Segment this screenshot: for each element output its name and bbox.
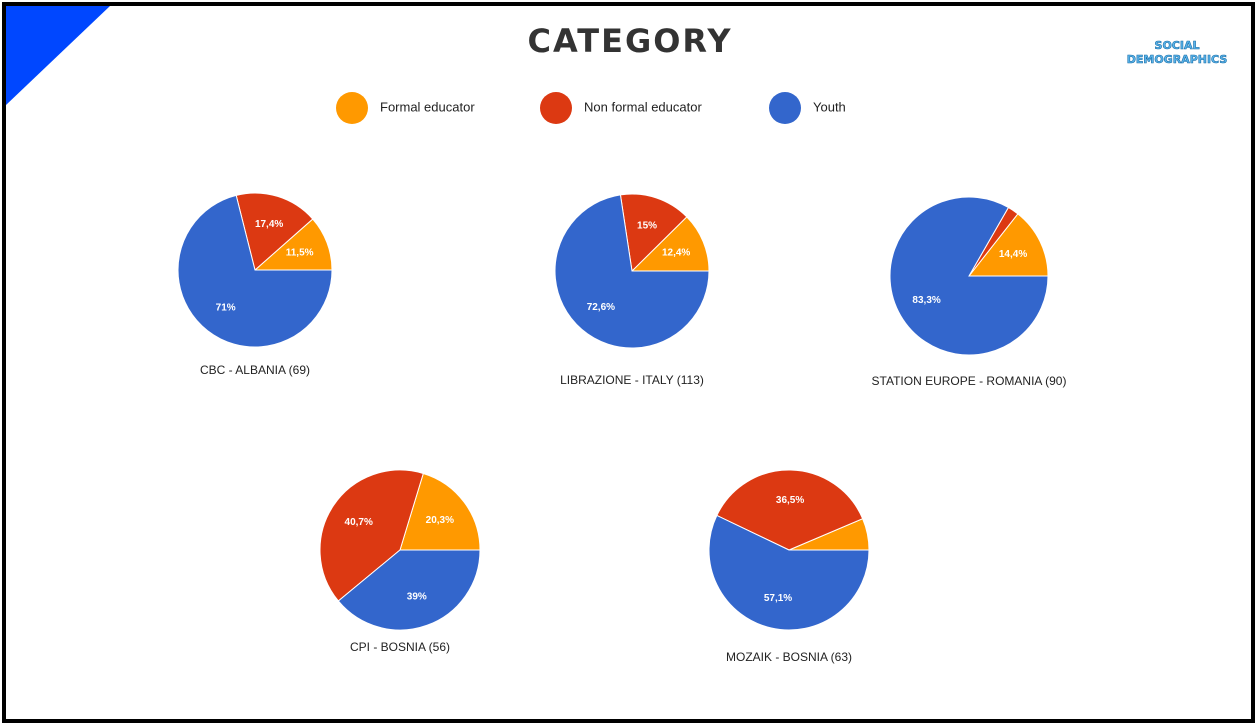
corner-triangle — [6, 6, 110, 105]
value-label: 12,4% — [662, 248, 690, 259]
pie-slice — [554, 194, 710, 349]
pie-slice — [337, 549, 481, 631]
pie-slice — [235, 192, 314, 271]
value-label: 72,6% — [587, 302, 615, 313]
value-label: 17,4% — [255, 219, 283, 230]
legend-label: Non formal educator — [584, 99, 702, 114]
legend-swatch — [769, 92, 801, 124]
pie-slice — [716, 469, 864, 551]
pie-caption: LIBRAZIONE - ITALY (113) — [560, 373, 704, 387]
value-label: 57,1% — [764, 593, 792, 604]
legend-label: Formal educator — [380, 99, 475, 114]
pie-slice — [177, 194, 333, 348]
value-label: 15% — [637, 220, 657, 231]
value-label: 39% — [407, 591, 427, 602]
pie-caption: STATION EUROPE - ROMANIA (90) — [872, 374, 1067, 388]
legend-label: Youth — [813, 99, 846, 114]
slide-title: CATEGORY — [528, 22, 733, 60]
value-label: 40,7% — [345, 517, 373, 528]
value-label: 36,5% — [776, 495, 804, 506]
value-label: 71% — [216, 302, 236, 313]
logo-line: SOCIAL — [1155, 39, 1200, 52]
value-label: 14,4% — [999, 249, 1027, 260]
pie-slice — [708, 514, 870, 631]
value-label: 20,3% — [426, 515, 454, 526]
pie-slice — [630, 216, 710, 272]
value-label: 83,3% — [912, 295, 940, 306]
pie-caption: CBC - ALBANIA (69) — [200, 363, 310, 377]
pie-slice — [889, 196, 1049, 356]
legend-swatch — [336, 92, 368, 124]
pie-slice — [619, 193, 688, 273]
pie-caption: MOZAIK - BOSNIA (63) — [726, 650, 852, 664]
legend-swatch — [540, 92, 572, 124]
pie-slice — [319, 469, 424, 602]
pie-slice — [967, 213, 1049, 277]
pie-slice — [399, 472, 481, 551]
value-label: 11,5% — [286, 248, 314, 259]
pie-caption: CPI - BOSNIA (56) — [350, 640, 450, 654]
logo-line: DEMOGRAPHICS — [1127, 53, 1228, 66]
